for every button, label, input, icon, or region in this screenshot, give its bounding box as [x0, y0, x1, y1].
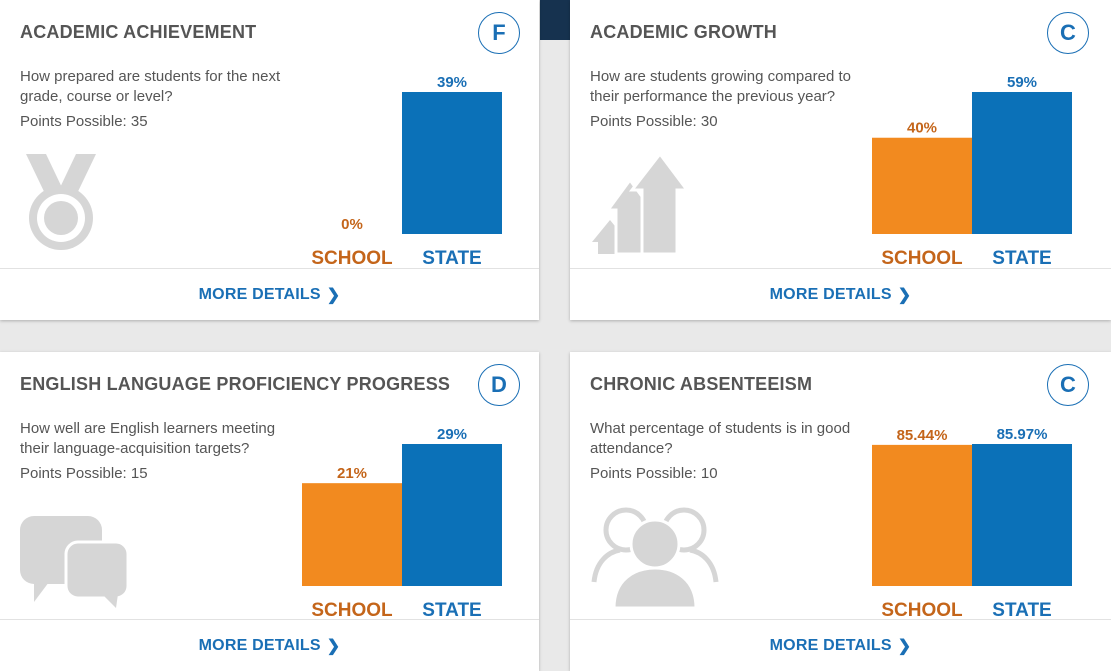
bar-state — [972, 444, 1072, 586]
bar-value-label: 85.97% — [997, 426, 1048, 443]
question-text: How prepared are students for the next g… — [20, 68, 281, 105]
chevron-right-icon: ❯ — [326, 637, 341, 655]
bar-state — [402, 92, 502, 234]
chevron-right-icon: ❯ — [897, 286, 912, 304]
bar-value-label: 29% — [437, 426, 467, 443]
points-possible: Points Possible: 35 — [20, 113, 148, 130]
bar-school — [872, 137, 972, 234]
card-question: What percentage of students is in good a… — [590, 419, 855, 484]
bar-chart: 21% SCHOOL 29% STATE — [302, 426, 502, 621]
card-title: ENGLISH LANGUAGE PROFICIENCY PROGRESS — [20, 374, 451, 394]
card-question: How prepared are students for the next g… — [20, 67, 285, 132]
academic-growth-card: ACADEMIC GROWTH C How are students growi… — [570, 0, 1111, 320]
category-label: SCHOOL — [311, 600, 393, 621]
grade-badge: D — [478, 364, 520, 406]
bar-state — [972, 92, 1072, 234]
chevron-right-icon: ❯ — [897, 637, 912, 655]
bar-value-label: 0% — [341, 216, 363, 233]
bar-value-label: 40% — [907, 120, 937, 137]
more-details-link[interactable]: MORE DETAILS ❯ — [0, 268, 539, 320]
card-question: How well are English learners meeting th… — [20, 419, 285, 484]
bar-chart: 85.44% SCHOOL 85.97% STATE — [872, 426, 1072, 621]
grade-badge: C — [1047, 12, 1089, 54]
chevron-right-icon: ❯ — [326, 286, 341, 304]
category-label: SCHOOL — [881, 248, 963, 269]
grade-badge: F — [478, 12, 520, 54]
question-text: How are students growing compared to the… — [590, 68, 851, 105]
category-label: SCHOOL — [311, 248, 393, 269]
card-title: CHRONIC ABSENTEEISM — [590, 374, 813, 394]
category-label: STATE — [992, 600, 1051, 621]
grade-badge: C — [1047, 364, 1089, 406]
bar-chart: 40% SCHOOL 59% STATE — [872, 74, 1072, 269]
category-label: SCHOOL — [881, 600, 963, 621]
points-possible: Points Possible: 15 — [20, 465, 148, 482]
academic-achievement-card: ACADEMIC ACHIEVEMENT F How prepared are … — [0, 0, 539, 320]
bar-chart: 0% SCHOOL 39% STATE — [311, 74, 502, 269]
card-title: ACADEMIC GROWTH — [590, 22, 777, 42]
card-question: How are students growing compared to the… — [590, 67, 855, 132]
category-label: STATE — [992, 248, 1051, 269]
growth-arrows-icon — [592, 151, 690, 262]
header-strip — [540, 0, 570, 40]
bar-state — [402, 444, 502, 586]
people-icon — [590, 504, 720, 614]
question-text: What percentage of students is in good a… — [590, 420, 851, 457]
category-label: STATE — [422, 248, 481, 269]
card-title: ACADEMIC ACHIEVEMENT — [20, 22, 257, 42]
bar-value-label: 59% — [1007, 74, 1037, 91]
more-details-label: MORE DETAILS — [198, 636, 321, 654]
bar-value-label: 85.44% — [897, 427, 948, 444]
question-text: How well are English learners meeting th… — [20, 420, 276, 457]
more-details-label: MORE DETAILS — [769, 285, 892, 303]
bar-school — [872, 444, 972, 586]
more-details-link[interactable]: MORE DETAILS ❯ — [570, 619, 1111, 671]
more-details-label: MORE DETAILS — [769, 636, 892, 654]
category-label: STATE — [422, 600, 481, 621]
bar-school — [302, 483, 402, 586]
points-possible: Points Possible: 10 — [590, 465, 718, 482]
points-possible: Points Possible: 30 — [590, 113, 718, 130]
medal-icon — [22, 152, 100, 262]
more-details-link[interactable]: MORE DETAILS ❯ — [570, 268, 1111, 320]
chronic-absenteeism-card: CHRONIC ABSENTEEISM C What percentage of… — [570, 352, 1111, 671]
bar-value-label: 39% — [437, 74, 467, 91]
speech-bubbles-icon — [20, 514, 130, 614]
more-details-link[interactable]: MORE DETAILS ❯ — [0, 619, 539, 671]
more-details-label: MORE DETAILS — [198, 285, 321, 303]
english-language-proficiency-card: ENGLISH LANGUAGE PROFICIENCY PROGRESS D … — [0, 352, 539, 671]
bar-value-label: 21% — [337, 465, 367, 482]
